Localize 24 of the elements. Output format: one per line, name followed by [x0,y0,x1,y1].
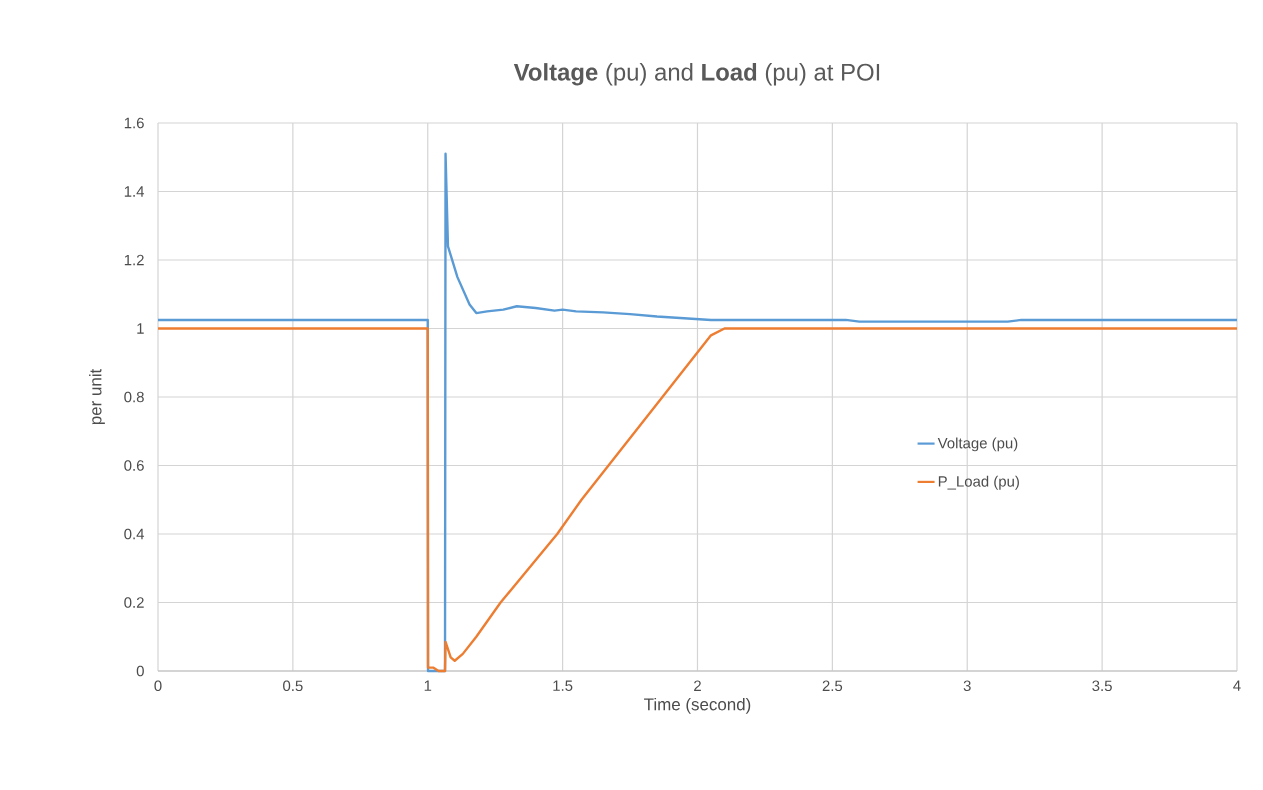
x-tick-label: 1 [424,680,432,691]
y-tick-label: 0.2 [124,597,144,608]
x-tick-label: 4 [1233,680,1241,691]
legend-label: Voltage (pu) [937,437,1018,452]
legend-label: P_Load (pu) [938,475,1019,490]
y-tick-label: 1.4 [124,186,145,197]
y-tick-label: 0.6 [124,460,144,471]
y-tick-label: 1.6 [124,117,144,129]
y-tick-label: 0 [136,665,144,677]
chart-title: Voltage (pu) and Load (pu) at POI [513,63,880,86]
x-axis-title: Time (second) [644,697,751,714]
y-tick-label: 0.4 [124,528,145,540]
x-tick-label: 2 [694,680,701,691]
x-tick-label: 3.5 [1092,680,1112,692]
x-tick-label: 0.5 [283,680,303,692]
line-series [156,327,1239,673]
x-tick-label: 2.5 [822,680,843,692]
y-tick-label: 1 [137,323,144,334]
x-tick-label: 1.5 [553,680,573,691]
y-axis-title: per unit [89,368,105,425]
y-tick-label: 1.2 [124,254,144,266]
x-tick-label: 0 [154,680,162,692]
y-tick-label: 0.8 [124,391,144,403]
x-tick-label: 3 [963,680,971,692]
